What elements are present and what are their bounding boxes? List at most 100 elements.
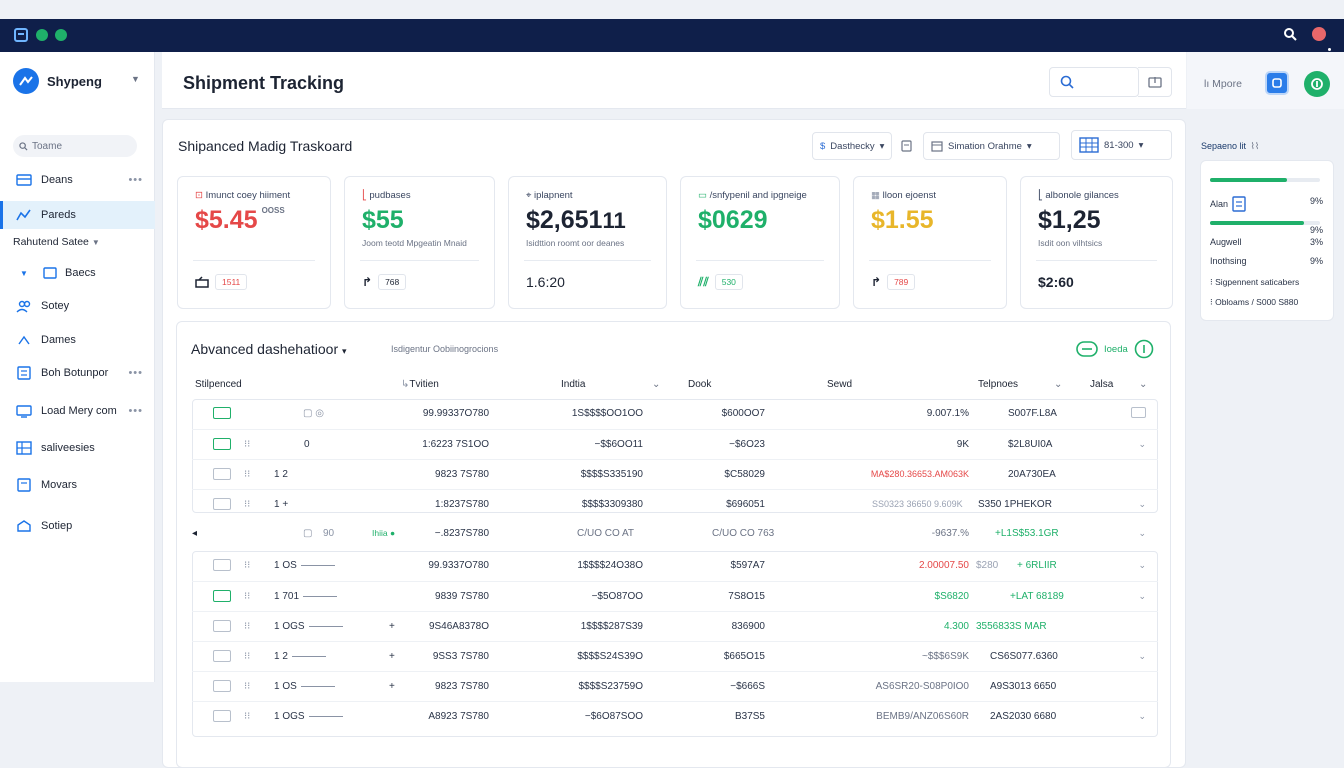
- sidebar-item-pareds[interactable]: Pareds: [0, 201, 155, 229]
- table-row[interactable]: ⁝⁝ 1 OS + 9823 7S780 $$$$S23759O −$666S …: [192, 671, 1158, 701]
- table-row[interactable]: ⁝⁝ 1 2 + 9SS3 7S780 $$$$S24S39O $665O15 …: [192, 641, 1158, 671]
- table-row[interactable]: ◂ ▢ 90 Ihiia ● −.8237S780 C/UO CO AT C/U…: [192, 519, 1158, 551]
- table-toggle[interactable]: Ioeda: [1076, 339, 1154, 359]
- drag-handle-icon[interactable]: ⁝⁝: [244, 591, 251, 602]
- sidebar-item-deans[interactable]: Deans •••: [0, 166, 155, 194]
- row-checkbox[interactable]: [213, 590, 231, 602]
- drag-handle-icon[interactable]: ⁝⁝: [244, 621, 251, 632]
- more-icon[interactable]: •••: [128, 405, 143, 417]
- count-dropdown[interactable]: 81-300 ▾: [1071, 130, 1172, 160]
- sidebar-item-saliveesies[interactable]: saliveesies: [0, 434, 155, 462]
- search-placeholder: Toame: [32, 140, 63, 152]
- table-row[interactable]: ⁝⁝ 1 + 1:8237S780 $$$$3309380 $696051 SS…: [192, 489, 1158, 519]
- profile-button[interactable]: [1304, 71, 1330, 97]
- export-button[interactable]: [1138, 67, 1172, 97]
- cell: 3556833S MAR: [976, 621, 1047, 632]
- search-icon[interactable]: [1283, 27, 1297, 41]
- row-checkbox[interactable]: [213, 710, 231, 722]
- kpi-card-3[interactable]: ⌖ iplapnent $2,65111 Isidttion roomt oor…: [508, 176, 667, 309]
- row-action-checkbox[interactable]: [1131, 407, 1146, 418]
- chevron-down-icon[interactable]: ⌄: [1138, 528, 1146, 538]
- sidebar-item-dames[interactable]: Dames: [0, 326, 155, 354]
- column-header[interactable]: Telpnoes: [978, 379, 1019, 390]
- right-panel-title: Sepaeno lit: [1201, 141, 1247, 151]
- kpi-card-6[interactable]: ⎣ albonole gilances $1,25 Isdit oon vilh…: [1020, 176, 1173, 309]
- table-row[interactable]: ⁝⁝ 1 701 9839 7S780 −$5O87OO 7S8O15 $S68…: [192, 581, 1158, 611]
- row-checkbox[interactable]: [213, 680, 231, 692]
- chevron-down-icon[interactable]: ⌄: [1138, 651, 1146, 661]
- drag-handle-icon[interactable]: ⁝⁝: [244, 439, 251, 450]
- table-title[interactable]: Abvanced dashehatioor ▾: [191, 341, 347, 357]
- row-checkbox[interactable]: [213, 559, 231, 571]
- more-icon[interactable]: •••: [128, 174, 143, 186]
- clipboard-button[interactable]: [894, 132, 919, 160]
- sidebar-item-sotey[interactable]: Sotey: [0, 292, 155, 320]
- collapse-icon[interactable]: ◂: [192, 528, 198, 539]
- kpi-card-5[interactable]: ▦ lloon ejoenst $1.55 ↱ 789: [853, 176, 1007, 309]
- chevron-down-icon[interactable]: ⌄: [1138, 499, 1146, 509]
- layout-icon: [41, 265, 59, 281]
- filter-dropdown[interactable]: $ Dasthecky ▾: [812, 132, 893, 160]
- add-icon[interactable]: +: [389, 681, 395, 692]
- add-icon[interactable]: +: [389, 621, 395, 632]
- row-checkbox[interactable]: [213, 650, 231, 662]
- kpi-card-4[interactable]: ▭ /snfypenil and ipgneige $0629 ⫽⫽ 530: [680, 176, 840, 309]
- table-row[interactable]: ▢ ◎ 99.99337O780 1S$$$$OO1OO $600OO7 9.0…: [192, 399, 1158, 429]
- drag-handle-icon[interactable]: ⁝⁝: [244, 499, 251, 510]
- drag-handle-icon[interactable]: ⁝⁝: [244, 469, 251, 480]
- add-icon[interactable]: +: [389, 651, 395, 662]
- chevron-down-icon[interactable]: ▼: [131, 74, 140, 84]
- drag-handle-icon[interactable]: ⁝⁝: [244, 560, 251, 571]
- chevron-down-icon[interactable]: ⌄: [1138, 591, 1146, 601]
- column-header[interactable]: Stilpenced: [195, 379, 242, 390]
- column-header[interactable]: Indtia: [561, 379, 586, 390]
- sidebar-item-baecs[interactable]: ▼ Baecs: [0, 259, 155, 287]
- row-toggle-icon[interactable]: ▢ ◎: [303, 408, 324, 419]
- row-checkbox[interactable]: [213, 407, 231, 419]
- brand[interactable]: Shypeng: [13, 68, 102, 94]
- table-filters[interactable]: Isdigentur Oobiinogrocions: [391, 344, 499, 354]
- range-dropdown[interactable]: Simation Orahme ▾: [923, 132, 1060, 160]
- sidebar-item-load[interactable]: Load Mery com •••: [0, 397, 155, 425]
- window-dot-1[interactable]: [36, 29, 48, 41]
- row-checkbox[interactable]: [213, 498, 231, 510]
- chevron-down-icon[interactable]: ⌄: [1139, 379, 1148, 390]
- column-header[interactable]: Jalsa: [1090, 379, 1114, 390]
- chevron-down-icon[interactable]: ⌄: [1138, 439, 1146, 449]
- window-dot-2[interactable]: [55, 29, 67, 41]
- row-checkbox[interactable]: [213, 468, 231, 480]
- table-row[interactable]: ⁝⁝ 0 1:6223 7S1OO −$$6OO11 −$6O23 9K $2L…: [192, 429, 1158, 459]
- drag-handle-icon[interactable]: ⁝⁝: [244, 681, 251, 692]
- chevron-down-icon[interactable]: ⌄: [1054, 379, 1063, 390]
- kpi-card-2[interactable]: ⎣ pudbases $55 Joom teotd Mpgeatin Mnaid…: [344, 176, 495, 309]
- user-avatar[interactable]: [1312, 27, 1326, 41]
- sidebar-search[interactable]: Toame: [13, 135, 137, 157]
- column-header[interactable]: Sewd: [827, 379, 853, 390]
- sidebar-item-sotiep[interactable]: Sotiep: [0, 512, 155, 540]
- kpi-card-1[interactable]: ⊡ Imunct coey hiiment $5.45 OOSS 1511: [177, 176, 331, 309]
- sidebar-subitem[interactable]: Rahutend Satee ▼: [13, 236, 100, 248]
- more-icon[interactable]: •••: [128, 367, 143, 379]
- more-button[interactable]: lı Mpore: [1204, 78, 1242, 90]
- sidebar-item-movars[interactable]: Movars: [0, 471, 155, 499]
- table-row[interactable]: ⁝⁝ 1 OS 99.9337O780 1$$$$24O38O $597A7 2…: [192, 551, 1158, 581]
- header-search-input[interactable]: [1049, 67, 1139, 97]
- table-row[interactable]: ⁝⁝ 1 OGS + 9S46A8378O 1$$$$287S39 836900…: [192, 611, 1158, 641]
- drag-handle-icon[interactable]: ⁝⁝: [244, 651, 251, 662]
- column-header[interactable]: Dook: [688, 379, 712, 390]
- cell: 4.300: [943, 621, 969, 632]
- table-row[interactable]: ⁝⁝ 1 2 9823 7S780 $$$$S335190 $C58029 MA…: [192, 459, 1158, 489]
- column-header[interactable]: ↳Tvitien: [401, 379, 439, 390]
- chevron-down-icon[interactable]: ⌄: [1138, 711, 1146, 721]
- chevron-down-icon[interactable]: ⌄: [1138, 560, 1146, 570]
- row-checkbox[interactable]: [213, 620, 231, 632]
- row-checkbox[interactable]: [213, 438, 231, 450]
- chevron-down-icon[interactable]: ⌄: [652, 379, 661, 390]
- table-row[interactable]: ⁝⁝ 1 OGS A8923 7S780 −$6O87SOO B37S5 BEM…: [192, 701, 1158, 731]
- row-toggle-icon[interactable]: ▢: [303, 528, 313, 539]
- app-switch-button[interactable]: [1265, 71, 1289, 95]
- chevron-down-icon[interactable]: ▼: [20, 268, 28, 278]
- monitor-icon: [15, 403, 33, 419]
- sidebar-item-boh-botunpor[interactable]: Boh Botunpor •••: [0, 359, 155, 387]
- drag-handle-icon[interactable]: ⁝⁝: [244, 711, 251, 722]
